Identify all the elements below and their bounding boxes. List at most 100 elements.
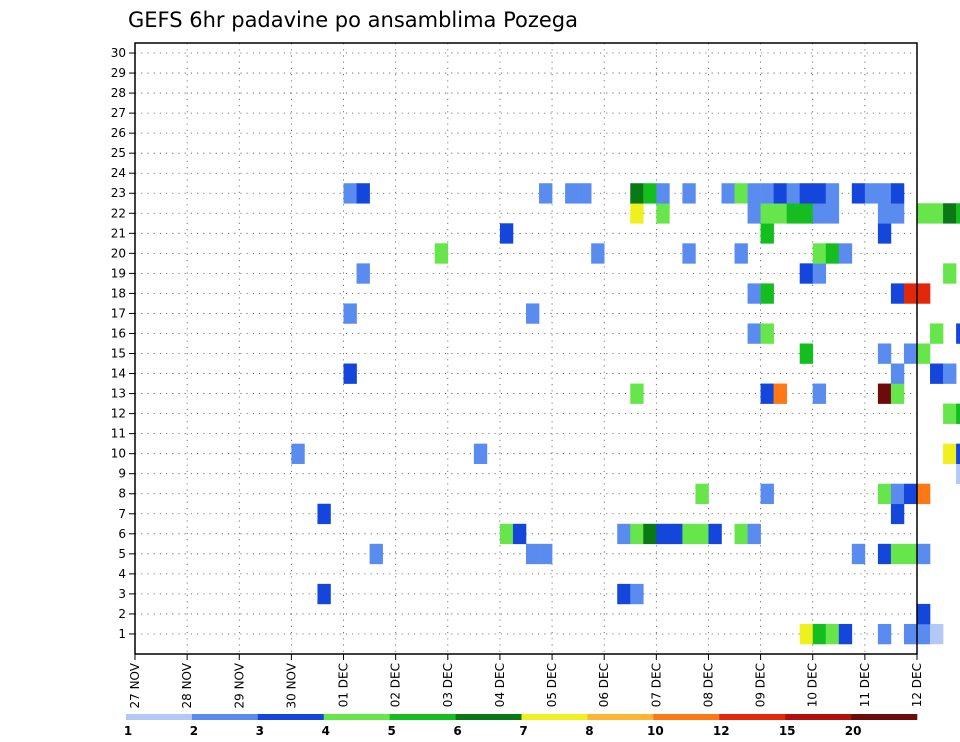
colorbar-label: 1 [124,724,132,738]
x-tick-label: 12 DEC [910,663,924,707]
colorbar-segment [389,714,456,720]
precip-cell [825,203,840,224]
colorbar-label: 12 [713,724,730,738]
y-tick-label: 11 [111,427,126,441]
precip-cell [877,483,892,505]
colorbar-segment [455,714,522,720]
x-tick-label: 06 DEC [597,663,611,707]
precip-cell [943,203,957,224]
x-tick-label: 05 DEC [545,663,559,707]
precip-cell [956,463,960,485]
precip-cell [682,183,696,204]
colorbar-label: 8 [585,724,593,738]
x-tick-label: 04 DEC [493,663,507,707]
precip-cell [786,203,800,224]
colorbar-label: 4 [322,724,330,738]
x-tick-label: 10 DEC [806,663,820,707]
precip-cell [943,263,957,284]
precip-cell [747,283,761,304]
y-tick-label: 25 [111,146,126,160]
precip-cell [838,243,853,264]
precip-cell [943,363,957,384]
colorbar-segment [323,714,390,720]
x-tick-label: 30 NOV [284,662,298,708]
precip-cell [499,523,514,545]
x-tick-label: 01 DEC [337,663,351,707]
precip-cell [812,263,827,284]
precip-cell [903,343,918,364]
precip-cell [917,543,931,565]
precip-cell [669,523,683,545]
precip-cell [799,203,814,224]
precip-cell [539,183,553,204]
y-tick-label: 18 [111,286,126,300]
precip-cell [356,183,370,204]
precip-cell [890,183,905,204]
y-tick-label: 27 [111,106,126,120]
colorbar-segment [126,714,193,720]
precip-cell [890,283,905,304]
colorbar-segment [719,714,786,720]
y-axis-ticks: 1234567891011121314151617181920212223242… [111,46,135,641]
precip-cell [291,443,305,464]
precip-cell [343,303,357,324]
precip-cell [578,183,592,204]
precip-cell [734,243,748,264]
y-tick-label: 23 [111,186,126,200]
precip-cell [747,183,761,204]
colorbar-segment [785,714,852,720]
precip-cell [864,183,879,204]
colorbar-label: 20 [845,724,862,738]
precip-cell [526,543,540,565]
precip-cell [695,483,709,505]
precip-cell [799,623,814,645]
colorbar-segment [257,714,325,720]
x-tick-label: 09 DEC [754,663,768,707]
precip-cell [356,263,370,284]
precip-cell [877,203,892,224]
precip-cell [825,623,840,645]
colorbar-segment [653,714,720,720]
precip-cell [956,443,960,464]
y-tick-label: 29 [111,66,126,80]
precip-cell [499,223,514,244]
precip-cell [903,283,918,304]
precip-cell [617,523,631,545]
precip-cell [343,363,357,384]
colorbar-label: 7 [519,724,527,738]
precip-cell [799,263,814,284]
precip-cell [943,443,957,464]
precip-cell [956,403,960,424]
y-tick-label: 8 [118,487,126,501]
x-tick-label: 28 NOV [180,662,194,708]
precip-cell [903,623,918,645]
y-tick-label: 20 [111,246,126,260]
colorbar-legend: 1 2 3 4 5 6 7 8 10 12 15 20 [124,714,918,738]
precip-cell [643,523,657,545]
y-tick-label: 30 [111,46,126,60]
precip-cell [317,503,331,525]
precip-cell [760,183,774,204]
precip-cell [760,383,774,404]
precip-cell [877,343,892,364]
x-tick-label: 07 DEC [649,663,663,707]
precip-cell [943,403,957,424]
precip-cell [877,223,892,244]
precip-cell [773,383,787,404]
y-tick-label: 17 [111,306,126,320]
precip-cell [890,203,905,224]
y-tick-label: 16 [111,326,126,340]
precip-cell [825,243,840,264]
precip-cell [773,183,787,204]
precip-cell [434,243,449,264]
precip-cell [917,343,931,364]
precip-cell [317,583,331,605]
precip-cell [473,443,488,464]
precip-cell [799,183,814,204]
precip-cell [747,523,761,545]
precip-cell [565,183,579,204]
precip-cell [917,483,931,505]
x-tick-label: 27 NOV [128,662,142,708]
precip-cell [734,523,748,545]
precip-cell [682,243,696,264]
